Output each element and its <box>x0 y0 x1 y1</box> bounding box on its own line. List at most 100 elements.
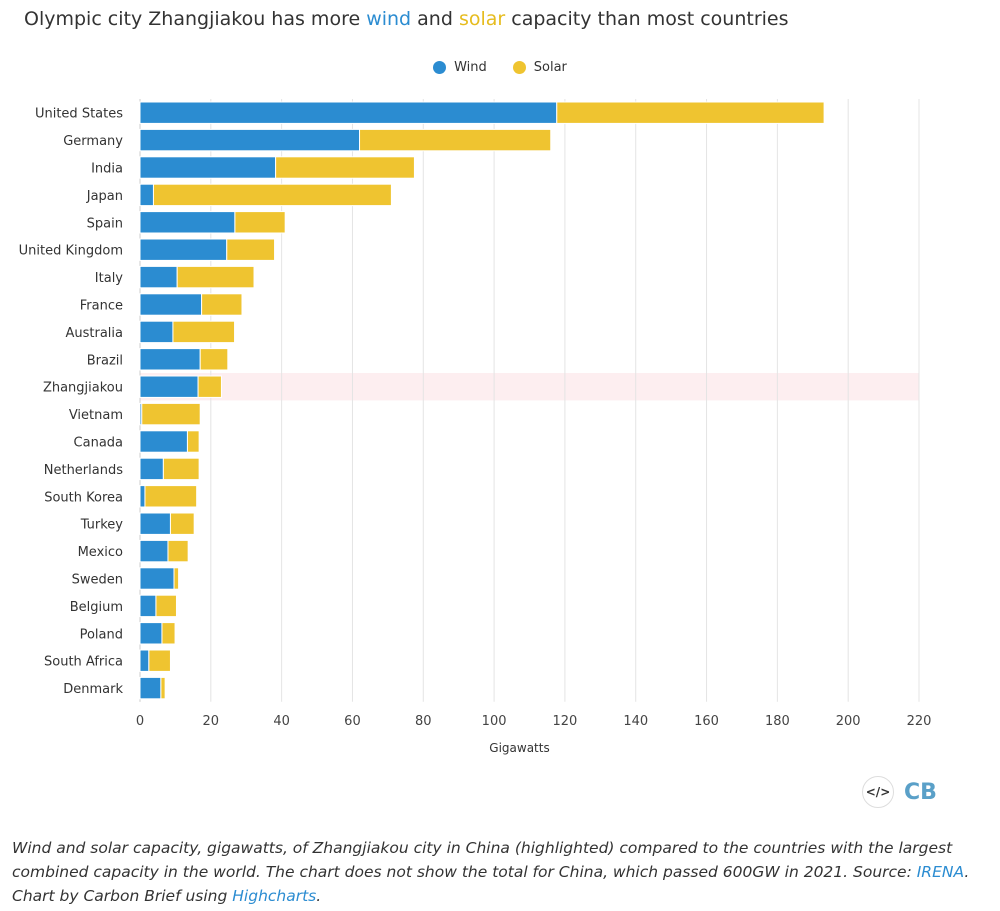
legend-label: Wind <box>454 60 487 75</box>
x-tick-label: 80 <box>415 714 432 729</box>
bar-wind <box>139 649 150 672</box>
bar-solar <box>173 567 180 590</box>
bar-wind <box>139 676 162 700</box>
bar-solar <box>226 238 276 261</box>
bar-solar <box>152 183 392 207</box>
bar-solar <box>201 293 243 316</box>
x-tick-label: 40 <box>273 714 290 729</box>
category-label: Zhangjiakou <box>43 381 123 396</box>
category-label: South Africa <box>44 655 123 670</box>
bar-wind <box>139 594 157 618</box>
bar-solar <box>234 211 286 234</box>
category-label: United Kingdom <box>19 244 123 259</box>
bar-wind <box>139 265 178 289</box>
x-tick-label: 180 <box>765 714 790 729</box>
solar-legend-dot-icon <box>512 61 526 74</box>
legend-label: Solar <box>533 60 567 75</box>
bar-solar <box>197 375 222 398</box>
bar-solar <box>148 649 171 672</box>
x-tick-label: 120 <box>552 714 577 729</box>
bar-solar <box>160 676 166 700</box>
bar-solar <box>199 348 229 371</box>
category-label: India <box>91 162 123 177</box>
bar-solar <box>275 156 415 179</box>
embed-code-button[interactable]: </> <box>862 776 894 808</box>
x-tick-label: 200 <box>836 714 861 729</box>
caption-text: Wind and solar capacity, gigawatts, of Z… <box>12 839 953 881</box>
bar-solar <box>186 430 200 453</box>
bar-wind <box>139 320 174 344</box>
category-label: Vietnam <box>69 408 123 423</box>
caption-text: . Chart by Carbon Brief using <box>12 863 970 905</box>
bar-chart: 0 20 40 60 80 100 120 140 160 180 200 220 Gigawatts U… <box>19 99 932 755</box>
bar-solar <box>169 512 195 535</box>
bar-wind <box>139 211 236 234</box>
bar-wind <box>139 128 361 152</box>
bar-wind <box>139 156 277 179</box>
bar-wind <box>139 430 188 453</box>
category-label: Germany <box>63 134 123 149</box>
bar-solar <box>556 101 825 124</box>
x-tick-label: 60 <box>344 714 361 729</box>
wind-legend-dot-icon <box>433 61 447 74</box>
category-label: Australia <box>65 326 123 341</box>
x-tick-label: 0 <box>136 714 144 729</box>
highcharts-link[interactable]: Highcharts <box>232 887 317 905</box>
bar-wind <box>139 457 164 481</box>
category-label: Spain <box>87 216 123 231</box>
title-text: and <box>411 8 459 30</box>
bar-solar <box>144 485 198 508</box>
bar-solar <box>141 402 201 426</box>
title-wind-word: wind <box>366 8 412 30</box>
legend-item-solar[interactable]: Solar <box>512 60 567 75</box>
legend: Wind Solar <box>0 60 1000 75</box>
bar-wind <box>139 622 163 645</box>
x-tick-label: 160 <box>694 714 719 729</box>
chart-title: Olympic city Zhangjiakou has more wind a… <box>24 8 789 30</box>
bar-solar <box>155 594 177 618</box>
bar-wind <box>139 238 228 261</box>
category-label: Poland <box>80 627 123 642</box>
x-tick-label: 220 <box>907 714 932 729</box>
category-label: Belgium <box>70 600 123 615</box>
logos: </> CB <box>862 776 937 808</box>
bar-wind <box>139 293 203 316</box>
category-label: Denmark <box>63 682 123 697</box>
category-label: South Korea <box>44 490 123 505</box>
bar-wind <box>139 348 201 371</box>
title-solar-word: solar <box>458 8 506 30</box>
bar-solar <box>176 265 255 289</box>
bar-wind <box>139 375 199 398</box>
bar-wind <box>139 183 154 207</box>
bar-solar <box>162 457 200 481</box>
caption-text: . <box>316 887 322 905</box>
title-text: capacity than most countries <box>505 8 789 30</box>
bar-solar <box>167 539 189 563</box>
x-tick-label: 20 <box>203 714 220 729</box>
category-label: Japan <box>86 189 123 204</box>
bar-wind <box>139 512 171 535</box>
title-text: Olympic city Zhangjiakou has more <box>24 8 367 30</box>
category-label: Italy <box>95 271 124 286</box>
category-label: France <box>80 299 123 314</box>
bar-wind <box>139 567 175 590</box>
category-label: Turkey <box>80 518 124 533</box>
bar-solar <box>172 320 236 344</box>
category-label: Sweden <box>72 573 123 588</box>
highlight-band <box>140 373 919 401</box>
bar-wind <box>139 101 558 124</box>
caption: Wind and solar capacity, gigawatts, of Z… <box>12 836 992 908</box>
irena-link[interactable]: IRENA <box>916 863 965 881</box>
x-axis-title: Gigawatts <box>489 741 549 755</box>
carbon-brief-logo: CB <box>904 779 937 805</box>
bar-wind <box>139 485 146 508</box>
bar-solar <box>161 622 176 645</box>
category-label: Brazil <box>87 353 123 368</box>
legend-item-wind[interactable]: Wind <box>433 60 487 75</box>
bar-solar <box>359 128 552 152</box>
x-tick-label: 100 <box>482 714 507 729</box>
category-label: Mexico <box>78 545 123 560</box>
category-label: Canada <box>74 436 123 451</box>
x-tick-label: 140 <box>623 714 648 729</box>
